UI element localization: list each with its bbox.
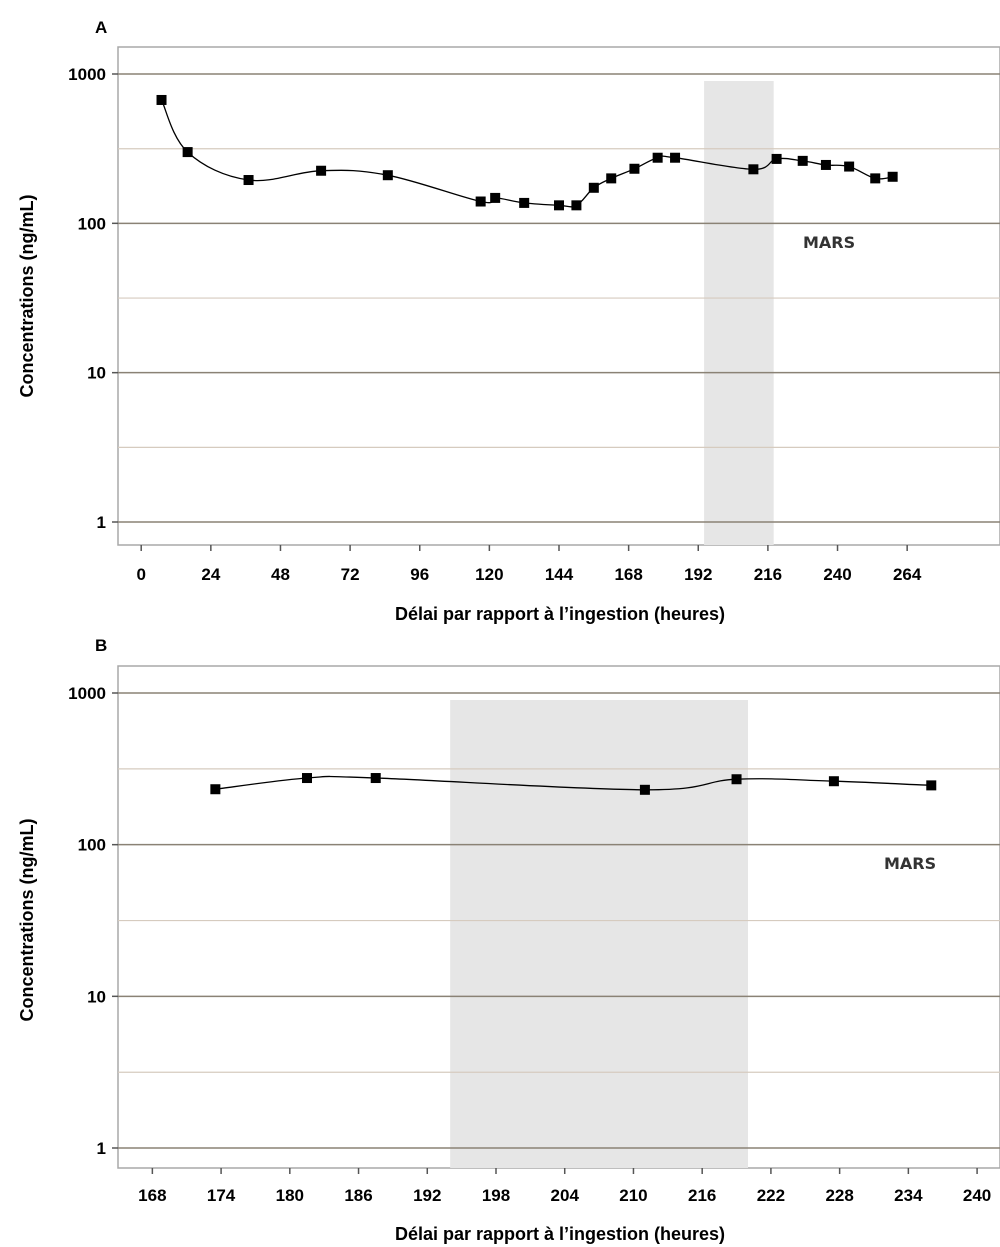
data-point	[475, 196, 486, 207]
panel-letter: B	[95, 636, 107, 655]
data-point	[519, 197, 530, 208]
data-point	[156, 94, 167, 105]
x-tick-label: 168	[614, 565, 642, 584]
x-tick-label: 0	[136, 565, 145, 584]
data-point	[731, 774, 742, 785]
data-point	[844, 161, 855, 172]
x-tick-label: 168	[138, 1186, 166, 1205]
panel-a: A 1 10 100 1000 0 24 48 72 96 120 144 168 192 216 240 26…	[17, 18, 1000, 624]
x-tick-label: 210	[619, 1186, 647, 1205]
y-tick-label: 1000	[68, 65, 106, 84]
x-tick-label: 234	[894, 1186, 923, 1205]
series-line	[160, 99, 893, 208]
y-tick-label: 1000	[68, 684, 106, 703]
data-point	[302, 773, 312, 784]
x-tick-label: 264	[893, 565, 922, 584]
x-tick-label: 174	[207, 1186, 236, 1205]
y-tick-label: 1	[97, 513, 106, 532]
data-point	[571, 200, 582, 211]
y-tick-label: 10	[87, 364, 106, 383]
x-tick-label: 204	[551, 1186, 580, 1205]
data-point	[639, 784, 650, 795]
y-tick-label: 1	[97, 1139, 106, 1158]
x-tick-label: 216	[688, 1186, 716, 1205]
x-tick-label: 72	[341, 565, 360, 584]
data-point	[554, 200, 564, 211]
data-point	[828, 776, 839, 787]
data-point	[797, 155, 808, 166]
x-tick-label: 24	[201, 565, 220, 584]
x-tick-label: 222	[757, 1186, 785, 1205]
plot-frame	[117, 46, 1000, 546]
data-point	[629, 163, 640, 174]
y-tick-label: 10	[87, 987, 106, 1006]
data-point	[870, 173, 881, 184]
x-tick-label: 192	[413, 1186, 441, 1205]
panel-letter: A	[95, 18, 107, 37]
y-axis-title: Concentrations (ng/mL)	[17, 819, 37, 1022]
data-point	[490, 192, 501, 203]
data-point	[670, 152, 681, 163]
x-axis-title: Délai par rapport à l’ingestion (heures)	[395, 1224, 725, 1244]
x-tick-label: 216	[754, 565, 782, 584]
mars-label: MARS	[803, 233, 855, 252]
data-point	[370, 773, 381, 784]
shaded-region	[450, 700, 748, 1168]
panel-b: B 1 10 100 1000 168 174 180 186 192 198 204 210 216 22…	[17, 636, 1000, 1244]
x-tick-label: 96	[410, 565, 429, 584]
x-tick-label: 144	[545, 565, 574, 584]
shaded-region	[704, 81, 774, 545]
x-tick-label: 120	[475, 565, 503, 584]
x-tick-label: 186	[344, 1186, 372, 1205]
data-point	[820, 159, 831, 170]
x-axis-title: Délai par rapport à l’ingestion (heures)	[395, 604, 725, 624]
x-tick-label: 240	[963, 1186, 991, 1205]
x-tick-label: 180	[276, 1186, 304, 1205]
data-point	[382, 170, 393, 181]
data-point	[606, 173, 617, 184]
x-tick-label: 192	[684, 565, 712, 584]
data-point	[588, 182, 599, 193]
data-point	[652, 152, 663, 163]
data-point	[887, 171, 898, 182]
data-point	[210, 784, 221, 795]
data-point	[771, 153, 782, 164]
mars-label: MARS	[884, 854, 936, 873]
y-tick-label: 100	[78, 836, 106, 855]
data-point	[243, 175, 254, 186]
data-point	[182, 147, 193, 158]
data-point	[926, 780, 937, 791]
x-tick-label: 228	[825, 1186, 853, 1205]
x-tick-label: 48	[271, 565, 290, 584]
y-axis-title: Concentrations (ng/mL)	[17, 195, 37, 398]
data-point	[748, 164, 759, 175]
x-tick-label: 240	[823, 565, 851, 584]
x-tick-label: 198	[482, 1186, 510, 1205]
y-tick-label: 100	[78, 214, 106, 233]
data-point	[316, 165, 327, 176]
